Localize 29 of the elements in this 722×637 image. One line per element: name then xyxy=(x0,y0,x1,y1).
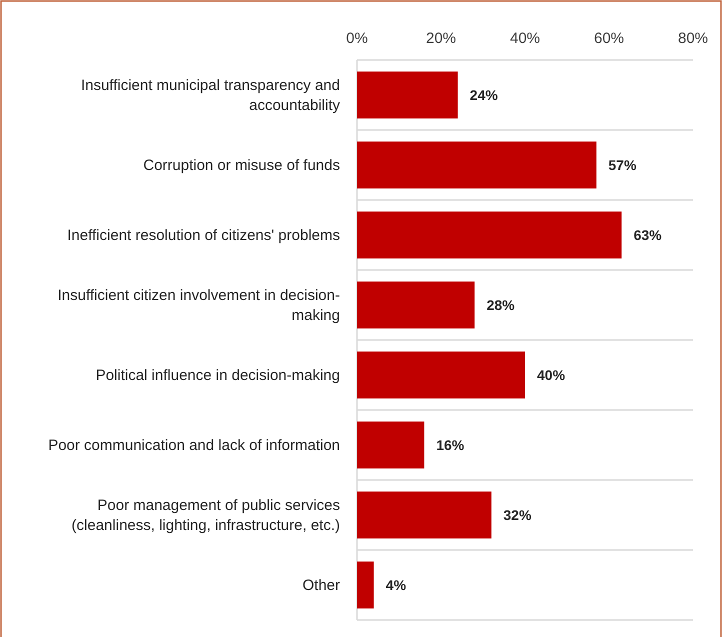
y-tick-label: Poor management of public services (cleanliness, lighting, infrastructure, etc.) xyxy=(72,497,340,534)
bar xyxy=(357,212,622,258)
data-label: 24% xyxy=(470,87,498,103)
bar xyxy=(357,562,374,608)
y-tick-label: Political influence in decision-making xyxy=(96,367,340,384)
x-tick-label: 20% xyxy=(426,30,456,47)
bar xyxy=(357,142,596,188)
bar xyxy=(357,352,525,398)
x-tick-label: 0% xyxy=(346,30,368,47)
data-label: 40% xyxy=(537,367,566,383)
data-label: 28% xyxy=(486,297,516,313)
bar xyxy=(357,422,424,468)
data-label: 63% xyxy=(634,227,662,243)
data-label: 16% xyxy=(436,437,465,453)
y-tick-label: Corruption or misuse of funds xyxy=(143,157,340,174)
x-tick-label: 40% xyxy=(510,30,540,47)
y-tick-label: Inefficient resolution of citizens' problems xyxy=(67,227,340,244)
bar xyxy=(357,492,492,538)
y-tick-label: Poor communication and lack of information xyxy=(48,437,340,454)
x-tick-label: 60% xyxy=(594,30,624,47)
y-tick-label: Insufficient municipal transparency and accountability xyxy=(80,77,340,114)
y-tick-label: Insufficient citizen involvement in decision-making xyxy=(58,287,340,324)
data-label: 4% xyxy=(386,577,407,593)
y-tick-label: Other xyxy=(302,577,340,594)
bar xyxy=(357,72,458,118)
x-tick-label: 80% xyxy=(678,30,708,47)
data-label: 57% xyxy=(608,157,637,173)
bar xyxy=(357,282,475,328)
data-label: 32% xyxy=(503,507,532,523)
